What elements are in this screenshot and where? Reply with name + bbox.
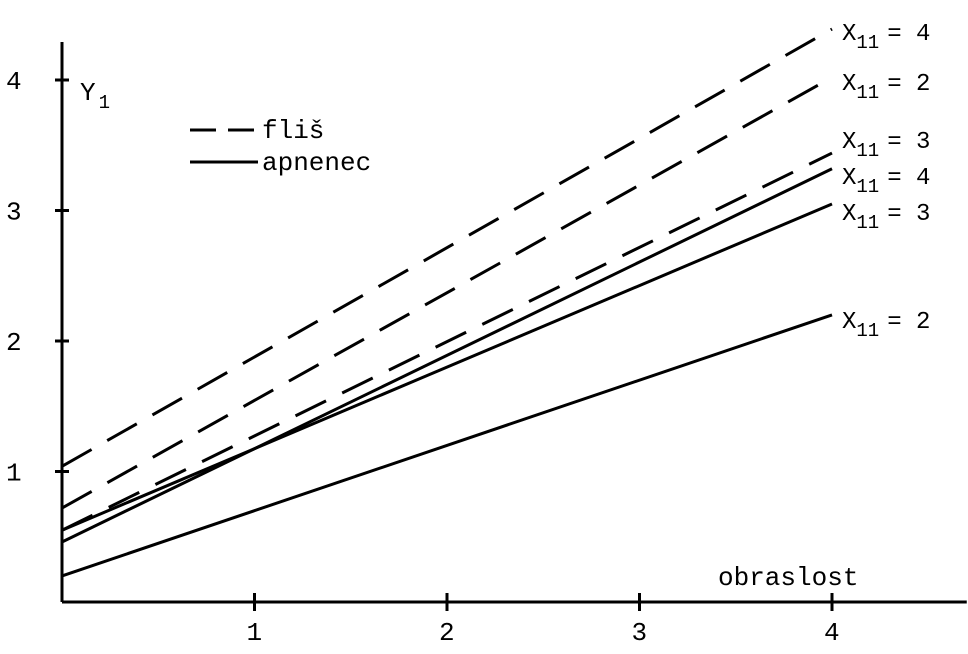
axes [60, 42, 967, 604]
series-line-flis [61, 76, 833, 510]
series-label-subscript: 11 [856, 320, 879, 342]
series-line-apnenec [61, 313, 833, 578]
series-label-subscript: 11 [856, 32, 879, 54]
series-label-value: = 3 [887, 129, 930, 156]
series-end-label: X11 = 4 [842, 21, 930, 54]
series-label-var: X [842, 165, 856, 192]
series-label-var: X [842, 129, 856, 156]
x-tick-label: 4 [824, 618, 840, 648]
series-label-var: X [842, 309, 856, 336]
series-label-value: = 4 [887, 21, 930, 48]
y-axis-label-subscript: 1 [99, 92, 110, 114]
series-end-label: X11 = 2 [842, 71, 930, 104]
x-tick-label: 1 [247, 618, 263, 648]
series-label-subscript: 11 [856, 176, 879, 198]
series-line-flis [61, 151, 833, 532]
series-label-value: = 3 [887, 201, 930, 228]
series-line-apnenec [61, 202, 833, 532]
series-line-apnenec [61, 167, 833, 544]
series-line-flis [61, 27, 833, 468]
series-end-label: X11 = 2 [842, 309, 930, 342]
series-label-var: X [842, 201, 856, 228]
series-label-subscript: 11 [856, 212, 879, 234]
y-tick-label: 1 [6, 459, 22, 489]
ticks: 1 2 3 4 1 2 3 4 [6, 67, 840, 648]
series-label-var: X [842, 21, 856, 48]
series-lines [61, 27, 833, 578]
series-label-value: = 4 [887, 165, 930, 192]
series-end-label: X11 = 3 [842, 129, 930, 162]
series-label-subscript: 11 [856, 82, 879, 104]
series-end-label: X11 = 4 [842, 165, 930, 198]
series-end-label: X11 = 3 [842, 201, 930, 234]
x-tick-label: 3 [632, 618, 648, 648]
series-label-subscript: 11 [856, 140, 879, 162]
legend-label: fliš [262, 116, 324, 146]
x-axis-label: obraslost [718, 563, 858, 593]
x-tick-label: 2 [439, 618, 455, 648]
y-tick-label: 4 [6, 67, 22, 97]
y-tick-label: 2 [6, 328, 22, 358]
series-label-value: = 2 [887, 71, 930, 98]
legend-label: apnenec [262, 148, 371, 178]
series-label-value: = 2 [887, 309, 930, 336]
series-label-var: X [842, 71, 856, 98]
y-tick-label: 3 [6, 198, 22, 228]
